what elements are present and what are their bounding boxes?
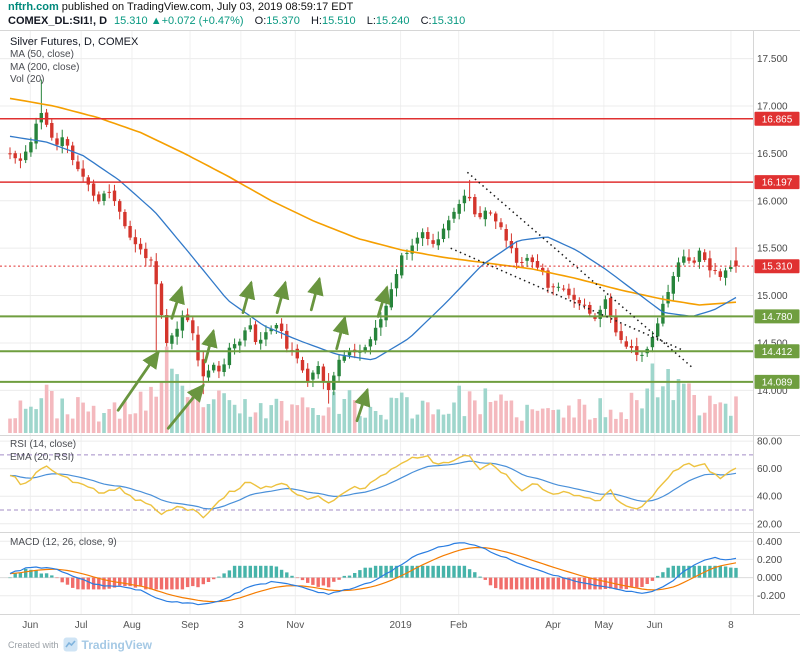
macd-signal-line bbox=[9, 546, 737, 603]
rsi-line bbox=[9, 454, 737, 519]
ma200-legend[interactable]: MA (200, close) bbox=[10, 61, 80, 73]
panel-separators bbox=[0, 30, 800, 615]
rsi-ema-legend[interactable]: EMA (20, RSI) bbox=[10, 451, 74, 463]
svg-text:-0.200: -0.200 bbox=[757, 591, 786, 602]
svg-text:16.000: 16.000 bbox=[757, 196, 788, 207]
tradingview-brand-link[interactable]: TradingView bbox=[81, 637, 152, 652]
svg-text:Jun: Jun bbox=[22, 620, 38, 631]
created-with-label: Created with bbox=[8, 639, 59, 650]
svg-text:17.000: 17.000 bbox=[757, 101, 788, 112]
ma200-line bbox=[9, 97, 737, 306]
svg-text:14.089: 14.089 bbox=[762, 377, 793, 388]
volume-legend[interactable]: Vol (20) bbox=[10, 74, 45, 85]
trendlines bbox=[450, 171, 693, 369]
svg-text:2019: 2019 bbox=[389, 620, 412, 631]
svg-text:0.400: 0.400 bbox=[757, 537, 782, 548]
annotation-arrows bbox=[116, 276, 391, 430]
svg-text:Aug: Aug bbox=[123, 620, 141, 631]
time-axis[interactable]: Jun Jul Aug Sep 3 Nov 2019 Feb Apr May Jun 8 bbox=[22, 620, 734, 631]
svg-text:60.00: 60.00 bbox=[757, 464, 782, 475]
main-panel-legend: Silver Futures, D, COMEX MA (50, close) … bbox=[10, 36, 138, 87]
last-price: 15.310 bbox=[114, 15, 148, 27]
symbol-header: COMEX_DL:SI1!, D 15.310 ▲+0.072 (+0.47%) … bbox=[8, 15, 465, 27]
close-label: C: bbox=[420, 15, 432, 27]
svg-text:20.00: 20.00 bbox=[757, 519, 782, 530]
svg-text:Feb: Feb bbox=[450, 620, 468, 631]
open-label: O: bbox=[254, 15, 267, 27]
open-value: 15.370 bbox=[266, 15, 300, 27]
svg-text:8: 8 bbox=[728, 620, 734, 631]
publish-bar: nftrh.com published on TradingView.com, … bbox=[8, 1, 353, 13]
svg-text:3: 3 bbox=[238, 620, 244, 631]
svg-text:15.500: 15.500 bbox=[757, 244, 788, 255]
svg-text:Jun: Jun bbox=[647, 620, 663, 631]
low-value: 15.240 bbox=[375, 15, 410, 27]
svg-text:Jul: Jul bbox=[75, 620, 88, 631]
publish-info-text: published on TradingView.com, July 03, 2… bbox=[58, 1, 354, 13]
svg-text:14.412: 14.412 bbox=[762, 347, 793, 358]
macd-legend[interactable]: MACD (12, 26, close, 9) bbox=[10, 537, 117, 548]
svg-text:15.000: 15.000 bbox=[757, 291, 788, 302]
attribution-footer: Created with TradingView bbox=[8, 637, 152, 652]
svg-text:0.200: 0.200 bbox=[757, 555, 782, 566]
rsi-legend[interactable]: RSI (14, close) bbox=[10, 439, 77, 450]
svg-text:Sep: Sep bbox=[181, 620, 199, 631]
svg-text:Apr: Apr bbox=[545, 620, 561, 631]
svg-text:14.500: 14.500 bbox=[757, 338, 788, 349]
macd-line bbox=[9, 542, 737, 606]
candles bbox=[8, 79, 738, 404]
tradingview-logo-icon[interactable] bbox=[63, 637, 78, 652]
main-chart-title[interactable]: Silver Futures, D, COMEX bbox=[10, 36, 139, 48]
svg-text:14.780: 14.780 bbox=[762, 312, 793, 323]
symbol-name[interactable]: COMEX_DL:SI1!, D bbox=[8, 15, 108, 27]
close-value: 15.310 bbox=[431, 15, 466, 27]
direction-up-icon: ▲ bbox=[150, 15, 162, 27]
volume-bars bbox=[8, 346, 738, 433]
high-value: 15.510 bbox=[321, 15, 356, 27]
rsi-band-lines bbox=[0, 454, 754, 511]
low-label: L: bbox=[366, 15, 376, 27]
price-change: +0.072 (+0.47%) bbox=[161, 15, 244, 27]
level-lines bbox=[0, 118, 754, 383]
publisher-site-link[interactable]: nftrh.com bbox=[8, 1, 59, 13]
rsi-panel-legend: RSI (14, close) EMA (20, RSI) bbox=[10, 439, 76, 464]
ma50-line bbox=[9, 135, 737, 361]
high-label: H: bbox=[310, 15, 322, 27]
svg-text:16.500: 16.500 bbox=[757, 149, 788, 160]
svg-text:May: May bbox=[594, 620, 613, 631]
svg-text:0.000: 0.000 bbox=[757, 573, 782, 584]
svg-text:40.00: 40.00 bbox=[757, 492, 782, 503]
svg-text:16.865: 16.865 bbox=[762, 114, 793, 125]
rsi-ema-line bbox=[9, 460, 737, 510]
svg-text:14.000: 14.000 bbox=[757, 386, 788, 397]
svg-text:80.00: 80.00 bbox=[757, 437, 782, 448]
svg-text:16.197: 16.197 bbox=[762, 178, 793, 189]
svg-text:15.310: 15.310 bbox=[762, 262, 793, 273]
ma50-legend[interactable]: MA (50, close) bbox=[10, 49, 74, 60]
macd-histogram bbox=[8, 565, 738, 590]
price-axis[interactable]: 17.500 17.000 16.500 16.000 15.500 15.000 14.5… bbox=[754, 54, 800, 602]
svg-text:17.500: 17.500 bbox=[757, 54, 788, 65]
macd-panel-legend: MACD (12, 26, close, 9) bbox=[10, 537, 117, 550]
svg-text:Nov: Nov bbox=[286, 620, 304, 631]
